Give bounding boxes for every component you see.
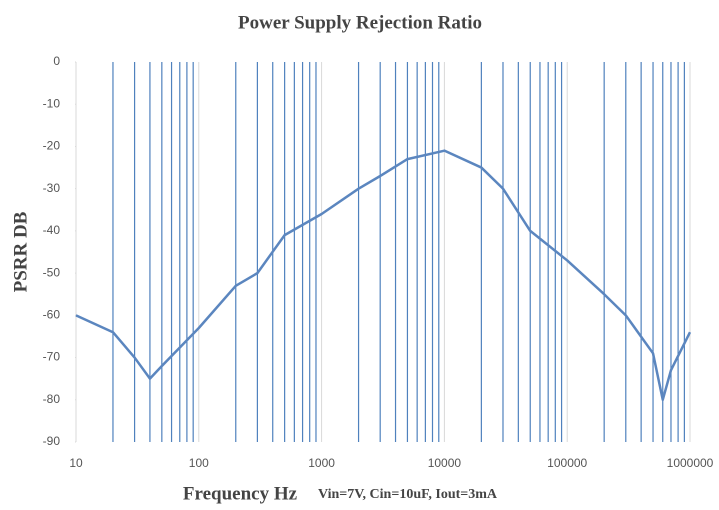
x-tick-label: 10000 <box>428 456 462 470</box>
y-tick-label: -20 <box>43 139 61 153</box>
y-tick-label: -70 <box>43 350 61 364</box>
y-tick-label: -40 <box>43 223 61 237</box>
x-tick-label: 1000000 <box>667 456 714 470</box>
annotation: Vin=7V, Cin=10uF, Iout=3mA <box>318 487 498 502</box>
y-tick-label: -90 <box>43 434 61 448</box>
chart-title: Power Supply Rejection Ratio <box>238 12 482 33</box>
y-tick-label: -30 <box>43 181 61 195</box>
x-tick-label: 100 <box>189 456 209 470</box>
x-tick-label: 1000 <box>308 456 335 470</box>
x-tick-label: 10 <box>69 456 83 470</box>
x-tick-label: 100000 <box>547 456 587 470</box>
y-tick-label: -60 <box>43 308 61 322</box>
y-tick-label: -10 <box>43 96 61 110</box>
x-axis-label: Frequency Hz <box>183 483 298 504</box>
y-tick-label: -80 <box>43 392 61 406</box>
y-tick-label: 0 <box>53 54 60 68</box>
y-tick-label: -50 <box>43 265 61 279</box>
y-axis-label: PSRR DB <box>10 211 31 292</box>
data-line <box>75 149 692 402</box>
